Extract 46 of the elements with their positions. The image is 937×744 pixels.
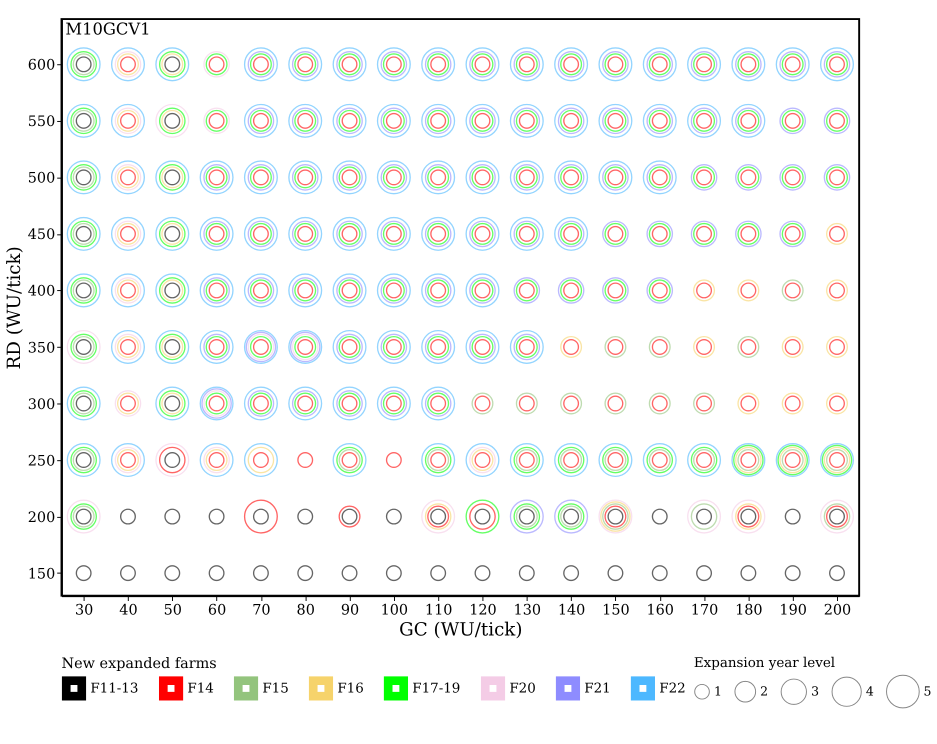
y-tick-label: 450 xyxy=(28,227,56,244)
legend-label: F21 xyxy=(584,681,611,696)
x-tick-label: 120 xyxy=(469,602,497,618)
x-tick-label: 140 xyxy=(558,602,586,618)
x-tick-label: 110 xyxy=(424,602,452,618)
x-tick-label: 130 xyxy=(514,602,542,618)
legend-label: F16 xyxy=(337,681,364,696)
legend-label: F20 xyxy=(509,681,536,696)
y-tick-label: 300 xyxy=(28,396,56,413)
x-axis-title: GC (WU/tick) xyxy=(399,620,522,641)
legend-label: F14 xyxy=(187,681,214,696)
y-tick-label: 600 xyxy=(28,58,56,74)
chart-title: M10GCV1 xyxy=(65,19,151,38)
x-tick-label: 30 xyxy=(74,602,94,618)
y-tick-label: 150 xyxy=(28,566,56,582)
x-tick-label: 170 xyxy=(690,602,718,618)
x-tick-label: 150 xyxy=(602,602,630,618)
x-tick-label: 60 xyxy=(208,602,226,618)
legend-label: 1 xyxy=(714,684,722,699)
x-tick-label: 160 xyxy=(646,602,674,618)
legend-label: F15 xyxy=(262,681,289,696)
y-tick-label: 400 xyxy=(28,284,56,300)
y-tick-label: 350 xyxy=(28,340,56,356)
x-tick-label: 50 xyxy=(164,602,182,618)
x-tick-label: 90 xyxy=(340,602,360,618)
text: Expansion year level xyxy=(694,656,836,671)
y-axis-title: RD (WU/tick) xyxy=(4,246,26,370)
x-tick-label: 100 xyxy=(380,602,408,618)
x-tick-label: 180 xyxy=(735,602,763,618)
legend-label: F11-13 xyxy=(90,681,138,696)
y-tick-label: 550 xyxy=(28,114,56,130)
y-tick-label: 250 xyxy=(28,453,56,470)
legend-label: F22 xyxy=(659,681,686,696)
legend-title: New expanded farms xyxy=(62,656,217,672)
x-tick-label: 40 xyxy=(119,602,138,618)
legend-label: 2 xyxy=(760,684,768,699)
legend-label: 3 xyxy=(811,684,820,699)
x-tick-label: 80 xyxy=(296,602,315,618)
x-tick-label: 190 xyxy=(779,602,807,618)
x-tick-label: 200 xyxy=(824,602,852,618)
y-tick-label: 500 xyxy=(28,170,56,187)
y-tick-label: 200 xyxy=(28,510,56,526)
x-tick-label: 70 xyxy=(252,602,271,618)
legend-label: F17-19 xyxy=(412,681,460,696)
legend-label: 5 xyxy=(924,683,932,698)
legend-label: 4 xyxy=(866,684,874,699)
